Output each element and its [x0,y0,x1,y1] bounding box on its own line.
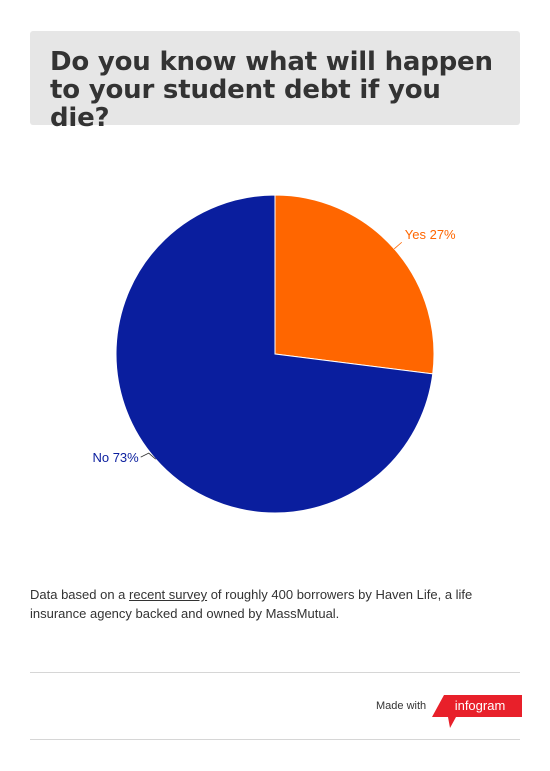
pie-leader-line-yes [394,241,403,250]
caption-text-before: Data based on a [30,587,130,602]
pie-label-yes: Yes 27% [405,227,456,242]
made-with-label: Made with [376,700,427,712]
infogram-logo-badge [432,695,522,728]
pie-label-no: No 73% [92,450,139,465]
infogram-logo-text: infogram [455,698,506,713]
footer-divider-bottom [30,739,520,740]
footer-divider-top [30,672,520,673]
infogram-logo[interactable]: infogram [430,695,522,729]
pie-leader-line-no [140,452,156,460]
pie-slice-yes[interactable] [274,194,435,375]
pie-chart: Yes 27% No 73% [92,194,456,514]
caption-text-after: of roughly 400 borrowers by Haven Life, … [30,587,473,621]
title-box: Do you know what will happen to your stu… [30,31,520,132]
source-caption: Data based on a recent survey of roughly… [30,585,520,623]
recent-survey-link[interactable]: recent survey [129,587,208,602]
chart-title: Do you know what will happen to your stu… [50,47,493,133]
